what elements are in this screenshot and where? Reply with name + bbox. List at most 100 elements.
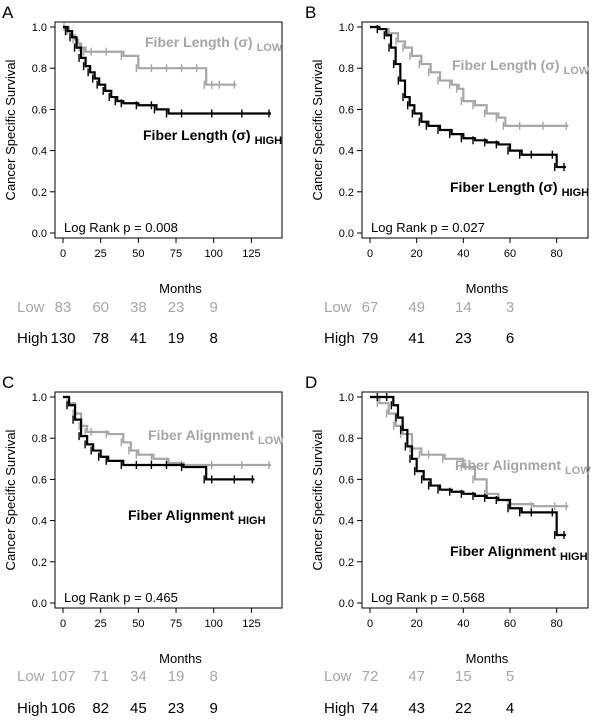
plot-frame	[54, 21, 283, 239]
y-tick-label: 1.0	[339, 392, 354, 404]
risk-low-count: 19	[168, 668, 185, 685]
curve-label-high-sub: HIGH	[560, 551, 588, 563]
risk-low-count: 47	[408, 668, 425, 685]
x-tick-label: 60	[504, 618, 516, 630]
curve-label-low: Fiber Length (σ) LOW	[145, 34, 283, 54]
curve-label-low-main: Fiber Alignment	[148, 427, 254, 443]
survival-curve-high	[370, 25, 566, 169]
risk-high-count: 41	[408, 330, 425, 347]
x-tick-label: 0	[60, 248, 66, 260]
curve-label-low-main: Fiber Alignment	[455, 457, 561, 473]
risk-low-count: 34	[130, 668, 147, 685]
y-tick-label: 0.4	[32, 516, 47, 528]
plot-frame	[361, 21, 589, 239]
risk-low-count: 67	[362, 299, 379, 316]
x-tick-label: 100	[205, 248, 223, 260]
y-tick-label: 0.2	[32, 557, 47, 569]
panel-b: B 0.0 0.2 0.4 0.6 0.8 1.0 0 20 40 60 80 Cancer Speci…	[305, 3, 590, 347]
risk-row-label-high: High	[324, 330, 355, 347]
x-tick-label: 0	[367, 618, 373, 630]
x-axis-label: Months	[159, 651, 202, 666]
plot-frame	[361, 391, 589, 609]
x-tick-label: 50	[132, 618, 144, 630]
risk-high-count: 19	[168, 330, 185, 347]
y-tick-label: 0.6	[32, 474, 47, 486]
survival-curve-high	[63, 25, 271, 115]
risk-low-count: 23	[168, 299, 185, 316]
y-tick-label: 0.6	[339, 104, 354, 116]
risk-low-count: 3	[506, 299, 514, 316]
risk-row-label-low: Low	[324, 668, 352, 685]
curve-label-low-sub: LOW	[257, 42, 283, 54]
risk-low-count: 14	[455, 299, 472, 316]
y-axis-label: Cancer Specific Survival	[310, 59, 325, 200]
curve-label-high-sub: HIGH	[255, 135, 283, 147]
y-tick-label: 0.8	[32, 63, 47, 75]
curve-label-high-main: Fiber Alignment	[450, 543, 556, 559]
y-tick-label: 0.2	[32, 187, 47, 199]
log-rank-annotation: Log Rank p = 0.465	[64, 590, 178, 605]
risk-low-count: 5	[506, 668, 514, 685]
risk-high-count: 78	[92, 330, 109, 347]
curve-label-high-sub: HIGH	[562, 187, 590, 199]
x-tick-label: 40	[457, 248, 469, 260]
x-tick-label: 60	[504, 248, 516, 260]
survival-curve-low	[63, 395, 271, 467]
y-tick-label: 1.0	[32, 22, 47, 34]
panel-d: D 0.0 0.2 0.4 0.6 0.8 1.0 0 20 40 60 80 Cancer Speci…	[305, 373, 591, 717]
y-tick-label: 0.8	[339, 433, 354, 445]
log-rank-annotation: Log Rank p = 0.008	[64, 220, 178, 235]
y-axis-label: Cancer Specific Survival	[3, 429, 18, 570]
panel-letter: C	[2, 373, 14, 392]
risk-low-count: 72	[362, 668, 379, 685]
y-tick-label: 0.0	[339, 598, 354, 610]
risk-low-count: 107	[50, 668, 75, 685]
risk-low-count: 60	[92, 299, 109, 316]
risk-high-count: 4	[506, 700, 514, 717]
y-tick-label: 0.6	[339, 474, 354, 486]
risk-high-count: 6	[506, 330, 514, 347]
x-tick-label: 25	[95, 248, 107, 260]
y-tick-label: 0.2	[339, 557, 354, 569]
curve-label-high: Fiber Length (σ) HIGH	[143, 127, 282, 147]
risk-high-count: 23	[455, 330, 472, 347]
x-tick-label: 80	[551, 248, 563, 260]
risk-high-count: 8	[210, 330, 218, 347]
curve-label-high: Fiber Alignment HIGH	[450, 543, 588, 563]
y-tick-label: 0.2	[339, 187, 354, 199]
risk-low-count: 9	[210, 299, 218, 316]
x-tick-label: 75	[170, 618, 182, 630]
risk-row-label-high: High	[17, 330, 48, 347]
x-tick-label: 20	[411, 248, 423, 260]
y-tick-label: 0.4	[32, 146, 47, 158]
risk-high-count: 74	[362, 700, 379, 717]
risk-row-label-high: High	[17, 700, 48, 717]
curve-label-low-main: Fiber Length (σ)	[145, 34, 253, 50]
curve-label-high-main: Fiber Length (σ)	[450, 179, 558, 195]
y-tick-label: 0.0	[339, 228, 354, 240]
panel-letter: B	[305, 3, 316, 22]
x-tick-label: 40	[457, 618, 469, 630]
x-axis-label: Months	[159, 281, 202, 296]
log-rank-annotation: Log Rank p = 0.027	[371, 220, 485, 235]
y-tick-label: 0.4	[339, 146, 354, 158]
curve-label-low-sub: LOW	[564, 65, 590, 77]
x-tick-label: 100	[205, 618, 223, 630]
risk-high-count: 45	[130, 700, 147, 717]
risk-low-count: 71	[92, 668, 109, 685]
risk-row-label-low: Low	[324, 299, 352, 316]
curve-label-low-sub: LOW	[565, 465, 591, 477]
risk-high-count: 23	[168, 700, 185, 717]
y-tick-label: 0.0	[32, 228, 47, 240]
x-tick-label: 20	[411, 618, 423, 630]
x-tick-label: 125	[242, 618, 260, 630]
x-tick-label: 125	[242, 248, 260, 260]
risk-row-label-low: Low	[17, 299, 45, 316]
curve-label-low: Fiber Length (σ) LOW	[452, 57, 590, 77]
y-tick-label: 1.0	[32, 392, 47, 404]
y-tick-label: 0.4	[339, 516, 354, 528]
x-axis-label: Months	[466, 651, 509, 666]
panel-letter: A	[2, 3, 14, 22]
